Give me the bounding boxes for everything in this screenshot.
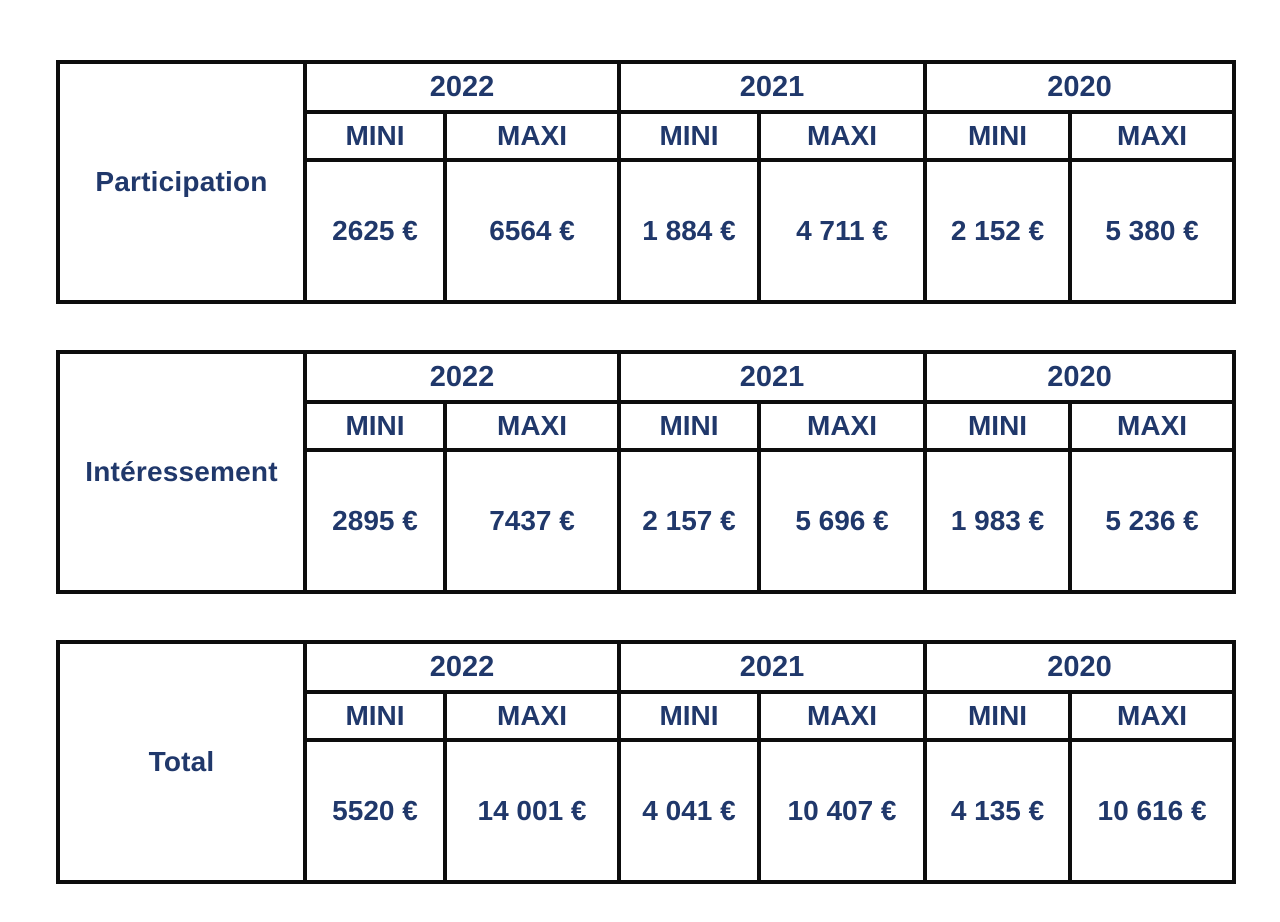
- value-cell: 7437 €: [442, 448, 622, 594]
- table-row: 2895 € 7437 € 2 157 € 5 696 € 1 983 € 5 …: [58, 448, 1237, 594]
- row-label-participation: Participation: [56, 60, 307, 304]
- year-header-2021: 2021: [617, 640, 928, 694]
- year-header-2020: 2020: [923, 60, 1237, 114]
- mini-header-cell: MINI: [303, 400, 447, 452]
- value-cell: 2 152 €: [923, 158, 1073, 304]
- value-cell: 4 041 €: [617, 738, 762, 884]
- year-header-2021: 2021: [617, 60, 928, 114]
- maxi-header-cell: MAXI: [757, 690, 928, 742]
- table-row: MINI MAXI MINI MAXI MINI MAXI: [58, 110, 1237, 162]
- mini-header-cell: MINI: [923, 400, 1073, 452]
- value-cell: 4 711 €: [757, 158, 928, 304]
- maxi-header-cell: MAXI: [757, 400, 928, 452]
- table-row: 5520 € 14 001 € 4 041 € 10 407 € 4 135 €…: [58, 738, 1237, 884]
- year-header-2021: 2021: [617, 350, 928, 404]
- mini-header-cell: MINI: [617, 690, 762, 742]
- value-cell: 2 157 €: [617, 448, 762, 594]
- value-cell: 10 616 €: [1068, 738, 1237, 884]
- total-table: Total 2022 2021 2020 MINI MAXI MINI MAXI…: [56, 640, 1237, 884]
- value-cell: 2895 €: [303, 448, 447, 594]
- maxi-header-cell: MAXI: [442, 110, 622, 162]
- value-cell: 1 983 €: [923, 448, 1073, 594]
- value-cell: 5 380 €: [1068, 158, 1237, 304]
- maxi-header-cell: MAXI: [442, 690, 622, 742]
- maxi-header-cell: MAXI: [757, 110, 928, 162]
- value-cell: 4 135 €: [923, 738, 1073, 884]
- mini-header-cell: MINI: [303, 110, 447, 162]
- table-row: MINI MAXI MINI MAXI MINI MAXI: [58, 400, 1237, 452]
- participation-table: Participation 2022 2021 2020 MINI MAXI M…: [56, 60, 1237, 304]
- maxi-header-cell: MAXI: [1068, 690, 1237, 742]
- table-row: 2625 € 6564 € 1 884 € 4 711 € 2 152 € 5 …: [58, 158, 1237, 304]
- value-cell: 14 001 €: [442, 738, 622, 884]
- row-label-total: Total: [56, 640, 307, 884]
- mini-header-cell: MINI: [923, 690, 1073, 742]
- table-row: Total 2022 2021 2020: [56, 640, 1237, 884]
- value-cell: 5 696 €: [757, 448, 928, 594]
- mini-header-cell: MINI: [617, 400, 762, 452]
- table-row: Intéressement 2022 2021 2020: [56, 350, 1237, 594]
- mini-header-cell: MINI: [923, 110, 1073, 162]
- value-cell: 1 884 €: [617, 158, 762, 304]
- value-cell: 10 407 €: [757, 738, 928, 884]
- maxi-header-cell: MAXI: [1068, 400, 1237, 452]
- interessement-table: Intéressement 2022 2021 2020 MINI MAXI M…: [56, 350, 1237, 594]
- maxi-header-cell: MAXI: [442, 400, 622, 452]
- value-cell: 6564 €: [442, 158, 622, 304]
- value-cell: 5520 €: [303, 738, 447, 884]
- document-page: Participation 2022 2021 2020 MINI MAXI M…: [56, 60, 1237, 884]
- year-header-2020: 2020: [923, 350, 1237, 404]
- year-header-2022: 2022: [302, 640, 622, 694]
- value-cell: 5 236 €: [1068, 448, 1237, 594]
- year-header-2022: 2022: [302, 60, 622, 114]
- value-cell: 2625 €: [303, 158, 447, 304]
- mini-header-cell: MINI: [303, 690, 447, 742]
- year-header-2022: 2022: [302, 350, 622, 404]
- row-label-interessement: Intéressement: [56, 350, 307, 594]
- mini-header-cell: MINI: [617, 110, 762, 162]
- year-header-2020: 2020: [923, 640, 1237, 694]
- table-row: Participation 2022 2021 2020: [56, 60, 1237, 304]
- table-row: MINI MAXI MINI MAXI MINI MAXI: [58, 690, 1237, 742]
- maxi-header-cell: MAXI: [1068, 110, 1237, 162]
